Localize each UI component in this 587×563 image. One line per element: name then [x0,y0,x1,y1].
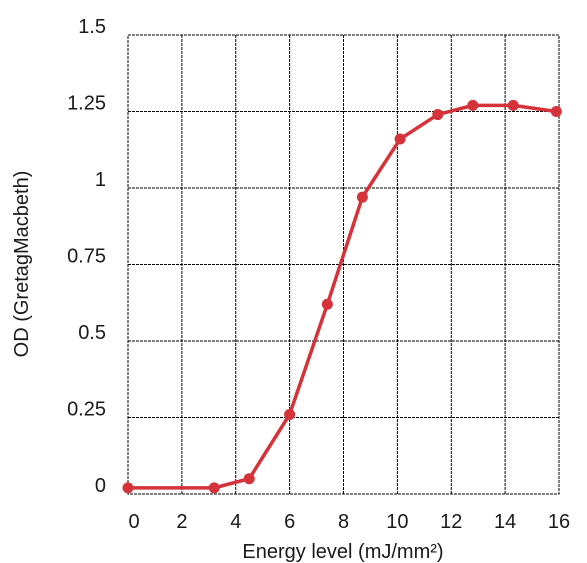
x-tick-label: 4 [230,511,241,533]
data-point [432,109,444,121]
y-tick-label: 0.5 [78,322,106,344]
x-tick-label: 12 [440,511,462,533]
data-point [122,482,134,494]
data-point [321,298,333,310]
x-tick-label: 8 [338,511,349,533]
series-line [126,103,559,490]
x-tick-label: 14 [494,511,516,533]
x-tick-label: 16 [548,511,570,533]
x-tick-label: 2 [176,511,187,533]
x-tick-label: 10 [386,511,408,533]
x-axis-title: Energy level (mJ/mm²) [242,541,443,563]
y-tick-label: 0 [95,475,106,497]
y-tick-label: 1 [95,169,106,191]
x-tick-label: 6 [284,511,295,533]
y-tick-label: 0.25 [67,399,106,421]
data-point [394,133,406,145]
y-tick-label: 1.5 [78,16,106,38]
data-point [550,106,562,117]
y-axis-ticks: 0 0.25 0.5 0.75 1 1.25 1.5 [67,16,106,497]
data-point [507,99,519,111]
data-point [208,482,220,494]
data-point [467,99,479,111]
data-point [243,473,255,485]
series-layer [122,99,562,494]
x-axis-ticks: 0 2 4 6 8 10 12 14 16 [128,511,570,533]
plot-area-frame [127,34,560,495]
y-tick-label: 0.75 [67,246,106,268]
x-tick-label: 0 [128,511,139,533]
y-tick-label: 1.25 [67,93,106,115]
y-axis-title: OD (GretagMacbeth) [11,171,33,358]
data-point [284,408,296,420]
data-point [356,191,368,203]
